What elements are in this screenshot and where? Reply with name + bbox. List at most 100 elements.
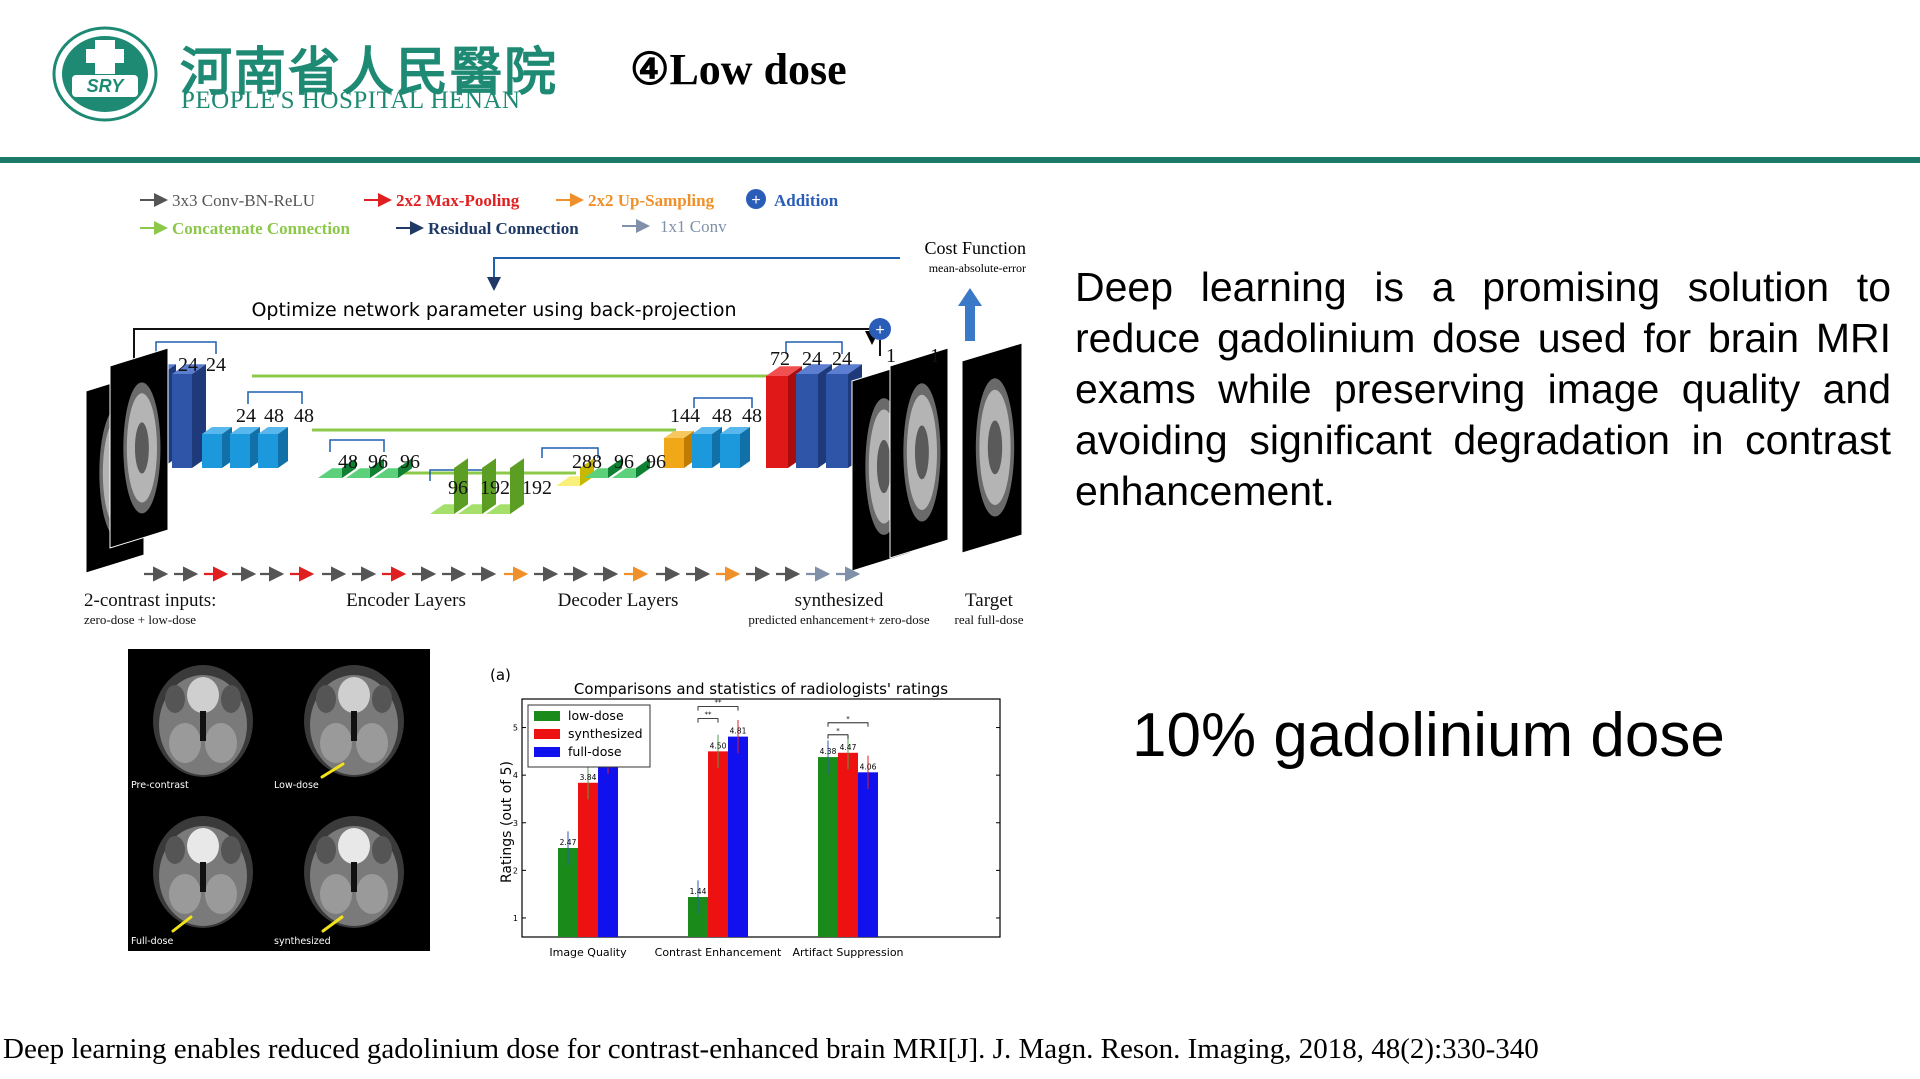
legend-swatch-synthesized xyxy=(534,729,560,739)
header-divider xyxy=(0,157,1920,163)
feature-map-block xyxy=(172,364,206,468)
chart-y-axis-label: Ratings (out of 5) xyxy=(499,761,515,883)
logo-emblem-text: SRY xyxy=(87,76,126,96)
legend-upsample: 2x2 Up-Sampling xyxy=(588,191,715,210)
inputs-label: 2-contrast inputs: xyxy=(84,590,216,611)
optimize-label: Optimize network parameter using back-pr… xyxy=(251,299,736,321)
encoder-label: Encoder Layers xyxy=(346,590,466,611)
feature-map-block xyxy=(720,427,750,468)
significance-marker: * xyxy=(846,715,850,723)
significance-marker: * xyxy=(836,727,840,735)
decoder-label: Decoder Layers xyxy=(558,590,679,611)
bar-low-dose xyxy=(818,757,838,937)
lesion-pointer-icon xyxy=(171,915,193,933)
bar-value-label: 4.38 xyxy=(820,747,837,756)
bar-value-label: 1.44 xyxy=(690,887,707,896)
dose-callout: 10% gadolinium dose xyxy=(1132,701,1725,770)
feature-map-block xyxy=(258,427,288,468)
bar-low-dose xyxy=(558,847,578,937)
channel-label: 48 xyxy=(294,405,314,427)
summary-paragraph: Deep learning is a promising solution to… xyxy=(1075,264,1891,514)
legend-concat: Concatenate Connection xyxy=(172,219,351,238)
channel-label: 192 xyxy=(480,477,510,499)
mri-label-low-dose: Low-dose xyxy=(274,780,319,791)
bar-synthesized xyxy=(578,782,598,937)
lesion-pointer-icon xyxy=(320,762,345,779)
legend-swatch-full-dose xyxy=(534,747,560,757)
feature-map-block xyxy=(486,458,524,514)
bar-value-label: 2.47 xyxy=(560,838,577,847)
channel-label: 24 xyxy=(178,354,198,376)
mri-comparison-panel: Pre-contrast Low-dose Full-dose synthesi… xyxy=(128,649,430,951)
feature-map-block xyxy=(612,458,650,478)
feature-map-block xyxy=(318,458,356,478)
significance-bracket xyxy=(827,734,849,739)
x-category-label: Image Quality xyxy=(549,946,627,959)
unet-architecture-figure: 3x3 Conv-BN-ReLU 2x2 Max-Pooling 2x2 Up-… xyxy=(82,176,1030,630)
bar-value-label: 3.84 xyxy=(580,773,597,782)
channel-label: 96 xyxy=(646,451,666,473)
channel-label: 1 xyxy=(886,345,896,367)
feature-map-block xyxy=(692,427,722,468)
chart-legend: low-dose synthesized full-dose xyxy=(527,704,651,768)
architecture-legend: 3x3 Conv-BN-ReLU 2x2 Max-Pooling 2x2 Up-… xyxy=(140,189,839,238)
bar-full-dose xyxy=(598,757,618,937)
slide-title: ④Low dose xyxy=(630,45,847,94)
feature-map-block xyxy=(202,427,232,468)
mri-label-full-dose: Full-dose xyxy=(131,936,173,947)
significance-bracket xyxy=(827,722,869,727)
legend-conv: 3x3 Conv-BN-ReLU xyxy=(172,191,315,210)
cost-function-sub: mean-absolute-error xyxy=(929,261,1026,275)
mri-label-synthesized: synthesized xyxy=(274,936,331,947)
significance-marker: ** xyxy=(705,711,713,719)
bar-value-label: 4.81 xyxy=(730,727,747,736)
header: SRY 河南省人民醫院 PEOPLE'S HOSPITAL HENAN ④Low… xyxy=(0,0,1920,158)
channel-label: 96 xyxy=(448,477,468,499)
y-tick-label: 4 xyxy=(513,771,518,780)
channel-label: 96 xyxy=(368,451,388,473)
synthesized-label: synthesized xyxy=(795,590,884,611)
x-category-label: Artifact Suppression xyxy=(792,946,903,959)
citation: Deep learning enables reduced gadolinium… xyxy=(3,1033,1539,1065)
feature-map-block xyxy=(458,458,496,514)
legend-maxpool: 2x2 Max-Pooling xyxy=(396,191,520,210)
feature-map-block xyxy=(584,458,622,478)
architecture-diagram: 3x3 Conv-BN-ReLU 2x2 Max-Pooling 2x2 Up-… xyxy=(84,189,1026,627)
channel-label: 48 xyxy=(712,405,732,427)
channel-label: 24 xyxy=(206,354,226,376)
channel-label: 288 xyxy=(572,451,602,473)
chart-panel-label: (a) xyxy=(490,666,511,684)
feature-map-block xyxy=(346,458,384,478)
x-category-label: Contrast Enhancement xyxy=(655,946,782,959)
legend-addition-symbol: + xyxy=(751,192,760,209)
legend-addition: Addition xyxy=(774,191,839,210)
channel-label: 24 xyxy=(236,405,256,427)
channel-label: 1 xyxy=(930,345,940,367)
channel-label: 144 xyxy=(670,405,700,427)
cost-function-label: Cost Function xyxy=(924,238,1026,258)
feature-map-block xyxy=(556,458,594,486)
y-tick-label: 1 xyxy=(513,914,518,923)
y-tick-label: 5 xyxy=(513,724,518,733)
target-sublabel: real full-dose xyxy=(955,612,1024,627)
legend-full-dose: full-dose xyxy=(568,744,622,759)
channel-label: 192 xyxy=(522,477,552,499)
bar-value-label: 4.06 xyxy=(860,762,877,771)
channel-label: 48 xyxy=(264,405,284,427)
y-tick-label: 3 xyxy=(513,819,518,828)
legend-synthesized: synthesized xyxy=(568,726,643,741)
mri-axial-slice xyxy=(304,665,404,777)
channel-label: 96 xyxy=(400,451,420,473)
significance-bracket xyxy=(697,718,719,723)
chart-canvas: (a) Comparisons and statistics of radiol… xyxy=(490,666,1001,959)
target-label: Target xyxy=(965,590,1014,611)
channel-label: 24 xyxy=(802,348,822,370)
hospital-logo-icon: SRY xyxy=(52,26,158,122)
channel-label: 48 xyxy=(742,405,762,427)
legend-1x1conv: 1x1 Conv xyxy=(660,217,727,236)
bar-full-dose xyxy=(728,736,748,937)
bar-synthesized xyxy=(708,751,728,937)
channel-label: 72 xyxy=(770,348,790,370)
lesion-pointer-icon xyxy=(321,915,344,933)
significance-marker: ** xyxy=(715,699,723,707)
